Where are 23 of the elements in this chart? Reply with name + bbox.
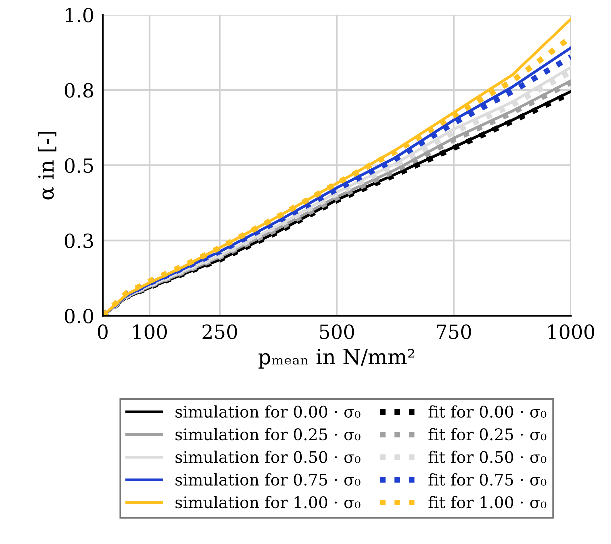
y-tick-label: 0.8 [65, 83, 94, 98]
x-tick-label: 500 [320, 324, 354, 340]
y-axis-title: α in [-] [38, 132, 57, 200]
legend-label: fit for 0.75 · σ₀ [428, 474, 547, 486]
x-tick-label: 100 [134, 324, 168, 340]
y-tick-label: 0.5 [65, 158, 94, 174]
legend-label: fit for 0.25 · σ₀ [428, 428, 547, 441]
y-tick-label: 0.3 [65, 234, 94, 248]
x-tick-label: 0 [98, 324, 108, 340]
y-tick-label: 0.0 [65, 308, 94, 324]
x-axis-title: pₘₑₐₙ in N/mm² [258, 349, 415, 369]
legend-label: fit for 0.50 · σ₀ [428, 450, 547, 464]
legend-label: simulation for 0.25 · σ₀ [176, 428, 361, 441]
y-tick-label: 1.0 [66, 8, 94, 23]
legend-label: simulation for 0.75 · σ₀ [176, 474, 361, 486]
legend-label: simulation for 1.00 · σ₀ [176, 496, 361, 509]
legend-label: fit for 1.00 · σ₀ [428, 496, 547, 509]
x-tick-label: 250 [202, 324, 238, 340]
legend-label: simulation for 0.00 · σ₀ [176, 406, 361, 418]
x-tick-label: 1000 [548, 324, 594, 340]
legend-label: fit for 0.00 · σ₀ [428, 406, 547, 418]
legend-label: simulation for 0.50 · σ₀ [176, 450, 361, 464]
x-tick-label: 750 [437, 324, 472, 340]
